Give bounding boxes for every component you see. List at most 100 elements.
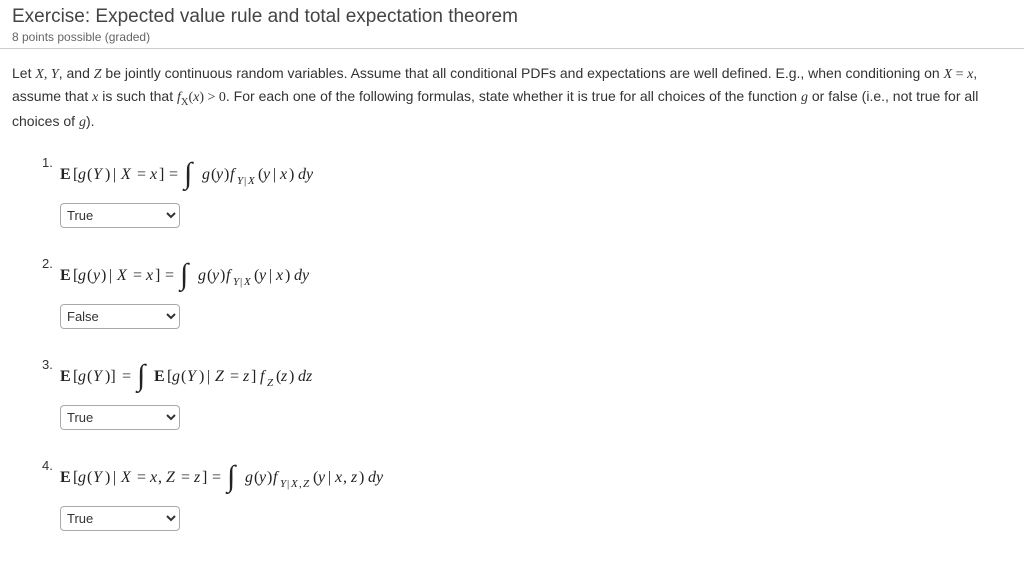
svg-text:X: X xyxy=(243,276,252,288)
svg-text:g: g xyxy=(78,166,86,183)
svg-text:): ) xyxy=(289,166,294,183)
problem-list: 1. E [ g ( Y ) | X = x ] = xyxy=(12,155,1012,531)
svg-text:|: | xyxy=(113,166,116,183)
svg-text:,: , xyxy=(343,469,347,486)
svg-text:Y: Y xyxy=(187,368,198,385)
intro-fx-gt: ) > 0 xyxy=(199,90,226,105)
svg-text:g: g xyxy=(78,368,86,385)
svg-text:g: g xyxy=(172,368,180,385)
svg-text:z: z xyxy=(242,368,250,385)
svg-text:Y: Y xyxy=(93,368,104,385)
svg-text:]: ] xyxy=(202,469,207,486)
svg-text:∫: ∫ xyxy=(225,460,237,495)
svg-text:|: | xyxy=(269,267,272,284)
svg-text:y: y xyxy=(257,267,267,284)
svg-text:X: X xyxy=(120,166,132,183)
svg-text:): ) xyxy=(224,166,229,183)
svg-text:Y: Y xyxy=(93,166,104,183)
svg-text:x: x xyxy=(279,166,287,183)
svg-text:): ) xyxy=(285,267,290,284)
svg-text:g: g xyxy=(78,469,86,486)
svg-text:f: f xyxy=(230,166,237,183)
svg-text:X: X xyxy=(116,267,128,284)
svg-text:y: y xyxy=(316,469,326,486)
svg-text:)]: )] xyxy=(105,368,116,385)
svg-text:(: ( xyxy=(87,368,92,385)
svg-text:y: y xyxy=(261,166,271,183)
problem-3: 3. E [ g ( Y )] = ∫ E [ g ( xyxy=(42,357,1012,430)
svg-text:=: = xyxy=(212,469,221,486)
svg-text:dy: dy xyxy=(298,166,314,183)
svg-text:|: | xyxy=(109,267,112,284)
intro-part: be jointly continuous random variables. … xyxy=(102,65,944,81)
svg-text:X: X xyxy=(247,175,256,187)
points-subtitle: 8 points possible (graded) xyxy=(12,30,1012,44)
svg-text:]: ] xyxy=(251,368,256,385)
svg-text:=: = xyxy=(169,166,178,183)
answer-select-4[interactable]: TrueFalse xyxy=(60,506,180,531)
svg-text:): ) xyxy=(105,166,110,183)
formula-4: E [ g ( Y ) | X = x , Z = z ] xyxy=(60,458,460,496)
svg-text:g: g xyxy=(245,469,253,486)
intro-part: Let xyxy=(12,65,35,81)
svg-text:y: y xyxy=(257,469,267,486)
svg-text:=: = xyxy=(181,469,190,486)
svg-text:Y: Y xyxy=(93,469,104,486)
svg-text:(: ( xyxy=(181,368,186,385)
svg-text:): ) xyxy=(220,267,225,284)
formula-1: E [ g ( Y ) | X = x ] = ∫ g xyxy=(60,155,380,193)
svg-text:X: X xyxy=(120,469,132,486)
intro-part: . For each one of the following formulas… xyxy=(226,88,801,104)
svg-text:Z: Z xyxy=(267,377,274,389)
svg-text:): ) xyxy=(289,368,294,385)
problem-2: 2. E [ g ( y ) | X = x ] = xyxy=(42,256,1012,329)
svg-text:=: = xyxy=(122,368,131,385)
svg-text:=: = xyxy=(137,166,146,183)
svg-text:): ) xyxy=(101,267,106,284)
svg-text:f: f xyxy=(260,368,267,385)
svg-text:E: E xyxy=(60,469,71,486)
svg-text:∫: ∫ xyxy=(135,359,147,394)
svg-text:,: , xyxy=(299,478,302,490)
svg-text:dy: dy xyxy=(294,267,310,284)
svg-text:y: y xyxy=(91,267,101,284)
svg-text:|: | xyxy=(287,478,289,490)
svg-text:|: | xyxy=(207,368,210,385)
problem-number: 4. xyxy=(42,458,60,473)
svg-text:=: = xyxy=(133,267,142,284)
svg-text:z: z xyxy=(350,469,358,486)
svg-text:): ) xyxy=(199,368,204,385)
intro-part: ). xyxy=(86,113,95,129)
svg-text:(: ( xyxy=(87,166,92,183)
svg-text:E: E xyxy=(60,368,71,385)
svg-text:x: x xyxy=(334,469,342,486)
svg-text:x: x xyxy=(149,469,157,486)
svg-text:∫: ∫ xyxy=(178,258,190,293)
intro-var-y: Y xyxy=(51,67,59,82)
svg-text:y: y xyxy=(214,166,224,183)
svg-text:E: E xyxy=(154,368,165,385)
intro-part: is such that xyxy=(98,88,177,104)
svg-text:g: g xyxy=(202,166,210,183)
svg-text:dz: dz xyxy=(298,368,313,385)
svg-text:g: g xyxy=(198,267,206,284)
answer-select-2[interactable]: TrueFalse xyxy=(60,304,180,329)
svg-text:=: = xyxy=(165,267,174,284)
svg-text:|: | xyxy=(240,276,242,288)
svg-text:(: ( xyxy=(87,469,92,486)
content: Let X, Y, and Z be jointly continuous ra… xyxy=(0,49,1024,573)
answer-select-1[interactable]: TrueFalse xyxy=(60,203,180,228)
svg-text:,: , xyxy=(158,469,162,486)
svg-text:|: | xyxy=(328,469,331,486)
svg-text:(: ( xyxy=(87,267,92,284)
answer-select-3[interactable]: TrueFalse xyxy=(60,405,180,430)
intro-cond-eq: = xyxy=(952,67,967,82)
intro-vars: X xyxy=(35,67,44,82)
svg-text:]: ] xyxy=(155,267,160,284)
formula-2: E [ g ( y ) | X = x ] = ∫ g ( xyxy=(60,256,380,294)
svg-text:|: | xyxy=(244,175,246,187)
intro-var-g: g xyxy=(801,90,808,105)
problem-1: 1. E [ g ( Y ) | X = x ] = xyxy=(42,155,1012,228)
svg-text:f: f xyxy=(273,469,280,486)
svg-text:E: E xyxy=(60,267,71,284)
